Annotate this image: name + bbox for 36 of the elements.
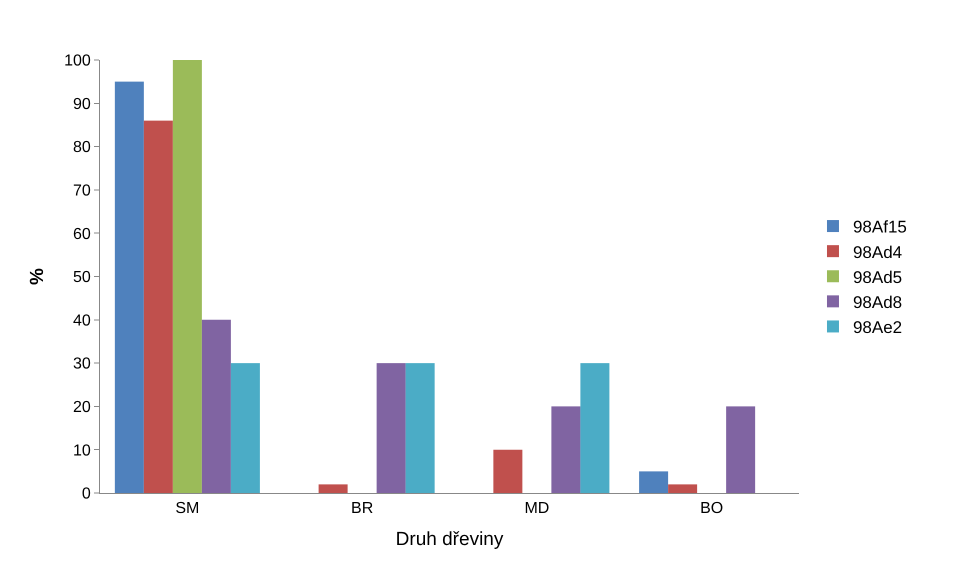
y-tick-label: 0	[82, 486, 91, 503]
bar	[318, 484, 348, 493]
y-tick-label: 50	[73, 269, 91, 286]
x-tick-label: MD	[524, 500, 550, 518]
legend-label: 98Ad5	[852, 268, 902, 287]
bar	[580, 363, 610, 493]
y-tick-label: 40	[73, 312, 91, 330]
bar	[376, 363, 406, 493]
bar	[202, 320, 231, 493]
bar	[668, 484, 698, 493]
x-tick-label: BR	[351, 500, 374, 518]
bar	[172, 60, 202, 493]
y-tick-label: 20	[73, 399, 91, 416]
bar	[493, 450, 522, 493]
bar	[114, 82, 144, 493]
legend-label: 98Ad8	[852, 292, 902, 312]
y-tick-label: 30	[73, 356, 91, 373]
bar	[639, 471, 668, 493]
y-tick-label: 70	[73, 182, 91, 200]
y-tick-label: 90	[73, 96, 91, 113]
legend-label: 98Af15	[852, 218, 907, 237]
bar	[230, 363, 260, 493]
y-axis-title: %	[26, 268, 48, 285]
x-axis-title: Druh dřeviny	[396, 529, 504, 550]
bar	[144, 120, 173, 493]
legend-label: 98Ae2	[852, 318, 902, 338]
bar	[551, 406, 580, 493]
bar	[406, 363, 435, 493]
legend-label: 98Ad4	[852, 242, 902, 262]
x-tick-label: SM	[175, 500, 200, 518]
y-tick-label: 60	[73, 226, 91, 243]
y-tick-label: 10	[73, 442, 91, 460]
bar	[726, 406, 756, 493]
y-tick-label: 100	[64, 52, 91, 70]
y-tick-label: 80	[73, 139, 91, 156]
x-tick-label: BO	[700, 500, 724, 518]
